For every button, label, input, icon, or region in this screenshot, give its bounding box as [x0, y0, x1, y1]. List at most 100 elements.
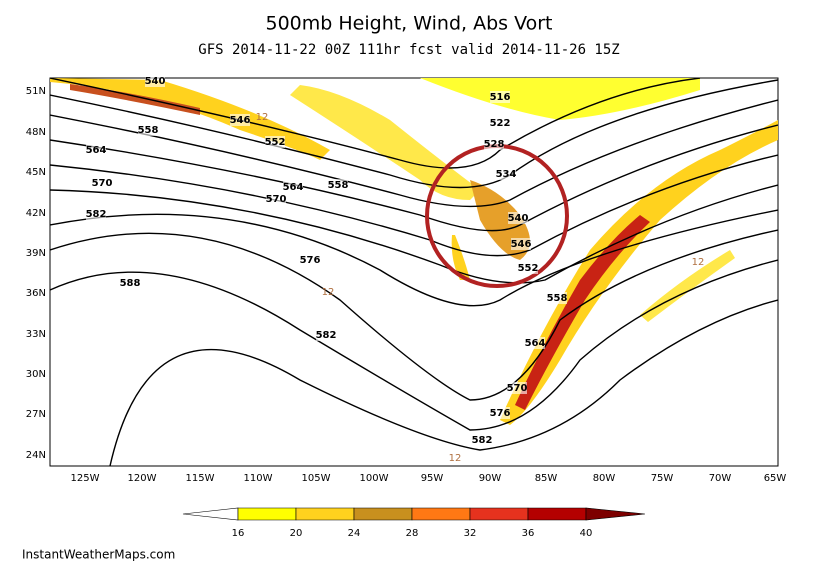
lon-label: 115W [186, 473, 215, 484]
label-bg [300, 254, 320, 266]
colorbar-label: 40 [580, 528, 593, 539]
map-area [49, 77, 779, 467]
lat-label: 42N [26, 208, 46, 219]
colorbar: 16 20 24 28 32 36 40 [182, 507, 646, 539]
colorbar-segment [237, 507, 297, 521]
vort-band [640, 250, 735, 322]
lon-label: 85W [535, 473, 558, 484]
colorbar-label: 24 [348, 528, 361, 539]
height-label: 564 [525, 338, 546, 349]
label-bg [86, 144, 106, 156]
vort-band [420, 78, 700, 120]
colorbar-label: 20 [290, 528, 303, 539]
label-bg [511, 238, 531, 250]
height-label: 540 [145, 76, 166, 87]
height-label: 564 [86, 145, 107, 156]
colorbar-segment [411, 507, 471, 521]
label-bg [316, 329, 336, 341]
height-contour [109, 299, 778, 466]
lon-label: 100W [360, 473, 389, 484]
height-label: 552 [265, 137, 286, 148]
subtitle: GFS 2014-11-22 00Z 111hr fcst valid 2014… [198, 42, 619, 58]
height-label: 546 [511, 239, 532, 250]
vort-core [515, 215, 650, 410]
colorbar-label: 32 [464, 528, 477, 539]
height-label: 570 [266, 194, 287, 205]
label-bg [490, 117, 510, 129]
lon-label: 65W [764, 473, 787, 484]
lon-label: 90W [479, 473, 502, 484]
vort-label: 12 [449, 453, 462, 464]
lat-label: 45N [26, 167, 46, 178]
map-frame [49, 77, 779, 467]
label-bg [86, 208, 106, 220]
height-contour [50, 99, 778, 208]
lat-label: 39N [26, 248, 46, 259]
title: 500mb Height, Wind, Abs Vort [266, 13, 553, 35]
footer: InstantWeatherMaps.com [22, 548, 175, 562]
label-bg [138, 124, 158, 136]
lat-label: 30N [26, 369, 46, 380]
height-label: 582 [316, 330, 337, 341]
label-bg [120, 277, 140, 289]
height-label: 558 [547, 293, 568, 304]
vort-label: 12 [692, 257, 705, 268]
colorbar-segment [295, 507, 355, 521]
vort-label: 12 [256, 112, 269, 123]
lat-label: 48N [26, 127, 46, 138]
height-label: 564 [283, 182, 304, 193]
height-contour [50, 184, 778, 284]
label-bg [496, 168, 516, 180]
height-label: 558 [138, 125, 159, 136]
lon-label: 70W [709, 473, 732, 484]
label-bg [266, 193, 286, 205]
label-bg [265, 136, 285, 148]
height-label: 582 [86, 209, 107, 220]
label-bg [507, 382, 527, 394]
height-label: 582 [472, 435, 493, 446]
lon-label: 125W [71, 473, 100, 484]
label-bg [145, 75, 165, 87]
height-label: 576 [300, 255, 321, 266]
colorbar-label: 36 [522, 528, 535, 539]
height-contour [50, 124, 778, 232]
height-label: 534 [496, 169, 517, 180]
label-bg [283, 181, 303, 193]
height-label: 528 [484, 139, 505, 150]
height-label: 516 [490, 92, 511, 103]
height-label: 540 [508, 213, 529, 224]
colorbar-label: 28 [406, 528, 419, 539]
label-bg [472, 434, 492, 446]
lat-label: 24N [26, 450, 46, 461]
colorbar-segment [469, 507, 529, 521]
label-bg [484, 138, 504, 150]
height-label: 522 [490, 118, 511, 129]
lat-label: 27N [26, 409, 46, 420]
colorbar-label: 16 [232, 528, 245, 539]
height-label: 558 [328, 180, 349, 191]
lon-label: 75W [651, 473, 674, 484]
vort-band [451, 235, 470, 280]
lon-label: 95W [421, 473, 444, 484]
label-bg [508, 212, 528, 224]
colorbar-segment [353, 507, 413, 521]
height-contour [50, 154, 778, 257]
height-contour [50, 79, 778, 189]
height-contour [50, 78, 701, 169]
colorbar-segment [527, 507, 587, 521]
lon-label: 110W [244, 473, 273, 484]
lat-label: 36N [26, 288, 46, 299]
height-label: 570 [507, 383, 528, 394]
label-bg [518, 262, 538, 274]
height-label: 576 [490, 408, 511, 419]
height-label: 552 [518, 263, 539, 274]
height-label: 588 [120, 278, 141, 289]
lon-label: 105W [302, 473, 331, 484]
height-contour [50, 229, 778, 401]
label-bg [490, 407, 510, 419]
height-label: 570 [92, 178, 113, 189]
colorbar-segment [585, 507, 646, 521]
vort-label: 12 [322, 287, 335, 298]
label-bg [490, 91, 510, 103]
